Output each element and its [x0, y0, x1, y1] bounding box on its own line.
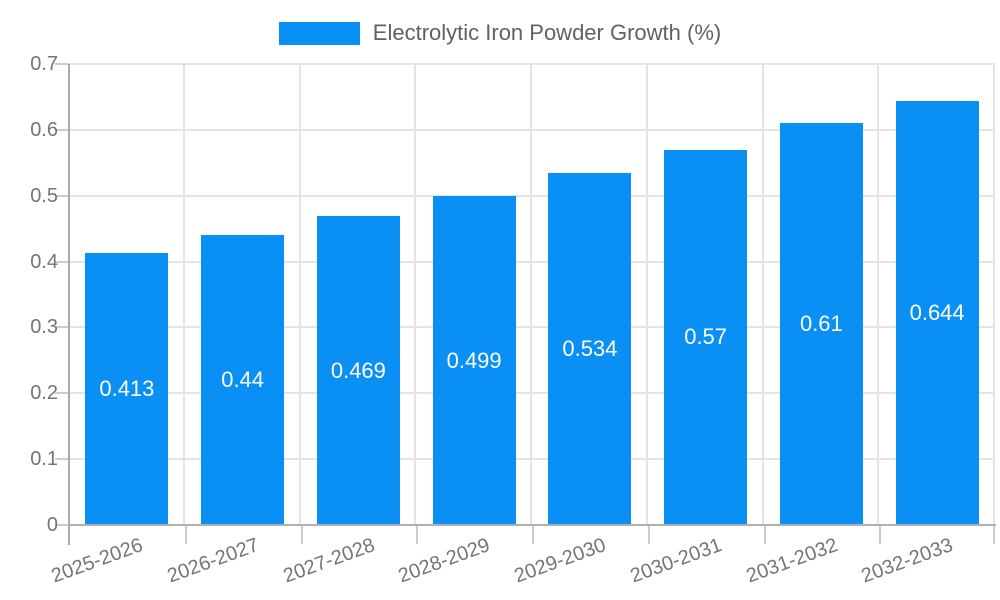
x-tick-mark	[879, 526, 882, 544]
y-tick-mark	[55, 63, 69, 65]
gridline-vertical	[298, 64, 301, 525]
y-tick-mark	[55, 194, 69, 197]
bar-value-label: 0.413	[99, 375, 155, 401]
bar-value-label: 0.534	[562, 336, 618, 362]
plot-area: 0.413 0.44 0.469 0.499 0.534 0.57 0.61 0.644	[69, 63, 995, 525]
gridline-horizontal	[69, 326, 995, 329]
y-axis-tick-label: 0.7	[30, 53, 58, 75]
y-tick-mark	[55, 326, 69, 329]
x-axis-tick-label: 2030-2031	[627, 534, 725, 588]
gridline-vertical	[414, 64, 417, 525]
bar: 0.644	[895, 100, 979, 525]
x-axis-tick-label: 2028-2029	[395, 534, 494, 588]
bar-value-label: 0.61	[799, 311, 843, 337]
x-tick-mark	[532, 526, 534, 544]
bar: 0.57	[664, 149, 748, 525]
y-axis-tick-label: 0.1	[30, 448, 58, 471]
bar: 0.499	[432, 196, 516, 525]
bar-value-label: 0.57	[684, 324, 728, 350]
y-axis-tick-label: 0.4	[30, 250, 58, 273]
gridline-horizontal	[69, 128, 995, 131]
y-axis-tick-label: 0.3	[30, 316, 58, 339]
x-axis-line	[68, 524, 996, 526]
y-tick-mark	[55, 524, 69, 526]
y-axis-tick-label: 0	[46, 514, 58, 536]
gridline-vertical	[761, 64, 764, 525]
gridline-horizontal	[69, 260, 995, 263]
x-tick-mark	[993, 526, 995, 544]
bar-value-label: 0.499	[446, 347, 502, 373]
bar: 0.61	[779, 123, 863, 525]
y-axis-line	[68, 64, 70, 545]
x-axis-tick-label: 2031-2032	[743, 534, 841, 588]
gridline-vertical	[877, 64, 880, 525]
x-axis-tick-label: 2027-2028	[280, 534, 378, 588]
bar: 0.469	[316, 216, 400, 525]
gridline-vertical	[182, 64, 185, 525]
y-tick-mark	[55, 458, 69, 461]
bar-value-label: 0.644	[909, 299, 965, 325]
gridline-vertical	[993, 64, 995, 525]
x-tick-mark	[416, 526, 419, 544]
gridline-horizontal	[69, 63, 995, 65]
x-tick-mark	[647, 526, 650, 544]
bar-value-label: 0.44	[221, 367, 265, 393]
x-axis-tick-label: 2032-2033	[858, 534, 957, 588]
y-axis-tick-label: 0.2	[30, 382, 58, 405]
y-tick-mark	[55, 260, 69, 263]
gridline-vertical	[530, 64, 532, 525]
x-tick-mark	[300, 526, 303, 544]
y-axis-tick-label: 0.5	[30, 184, 58, 207]
gridline-horizontal	[69, 194, 995, 197]
y-tick-mark	[55, 128, 69, 131]
bar: 0.413	[85, 253, 169, 525]
x-axis-tick-label: 2025-2026	[48, 534, 147, 588]
bar: 0.44	[201, 235, 285, 525]
gridline-vertical	[645, 64, 648, 525]
x-axis-tick-label: 2029-2030	[511, 534, 610, 588]
x-tick-mark	[763, 526, 766, 544]
chart-legend: Electrolytic Iron Powder Growth (%)	[0, 21, 1000, 45]
legend-color-swatch	[278, 21, 360, 45]
x-axis-tick-label: 2026-2027	[164, 534, 262, 588]
x-tick-mark	[184, 526, 187, 544]
bar: 0.534	[548, 173, 632, 525]
y-tick-mark	[55, 392, 69, 395]
gridline-horizontal	[69, 392, 995, 395]
y-axis-tick-label: 0.6	[30, 118, 58, 141]
bar-value-label: 0.469	[330, 357, 386, 383]
legend-series-label: Electrolytic Iron Powder Growth (%)	[372, 20, 722, 45]
gridline-horizontal	[69, 458, 995, 461]
